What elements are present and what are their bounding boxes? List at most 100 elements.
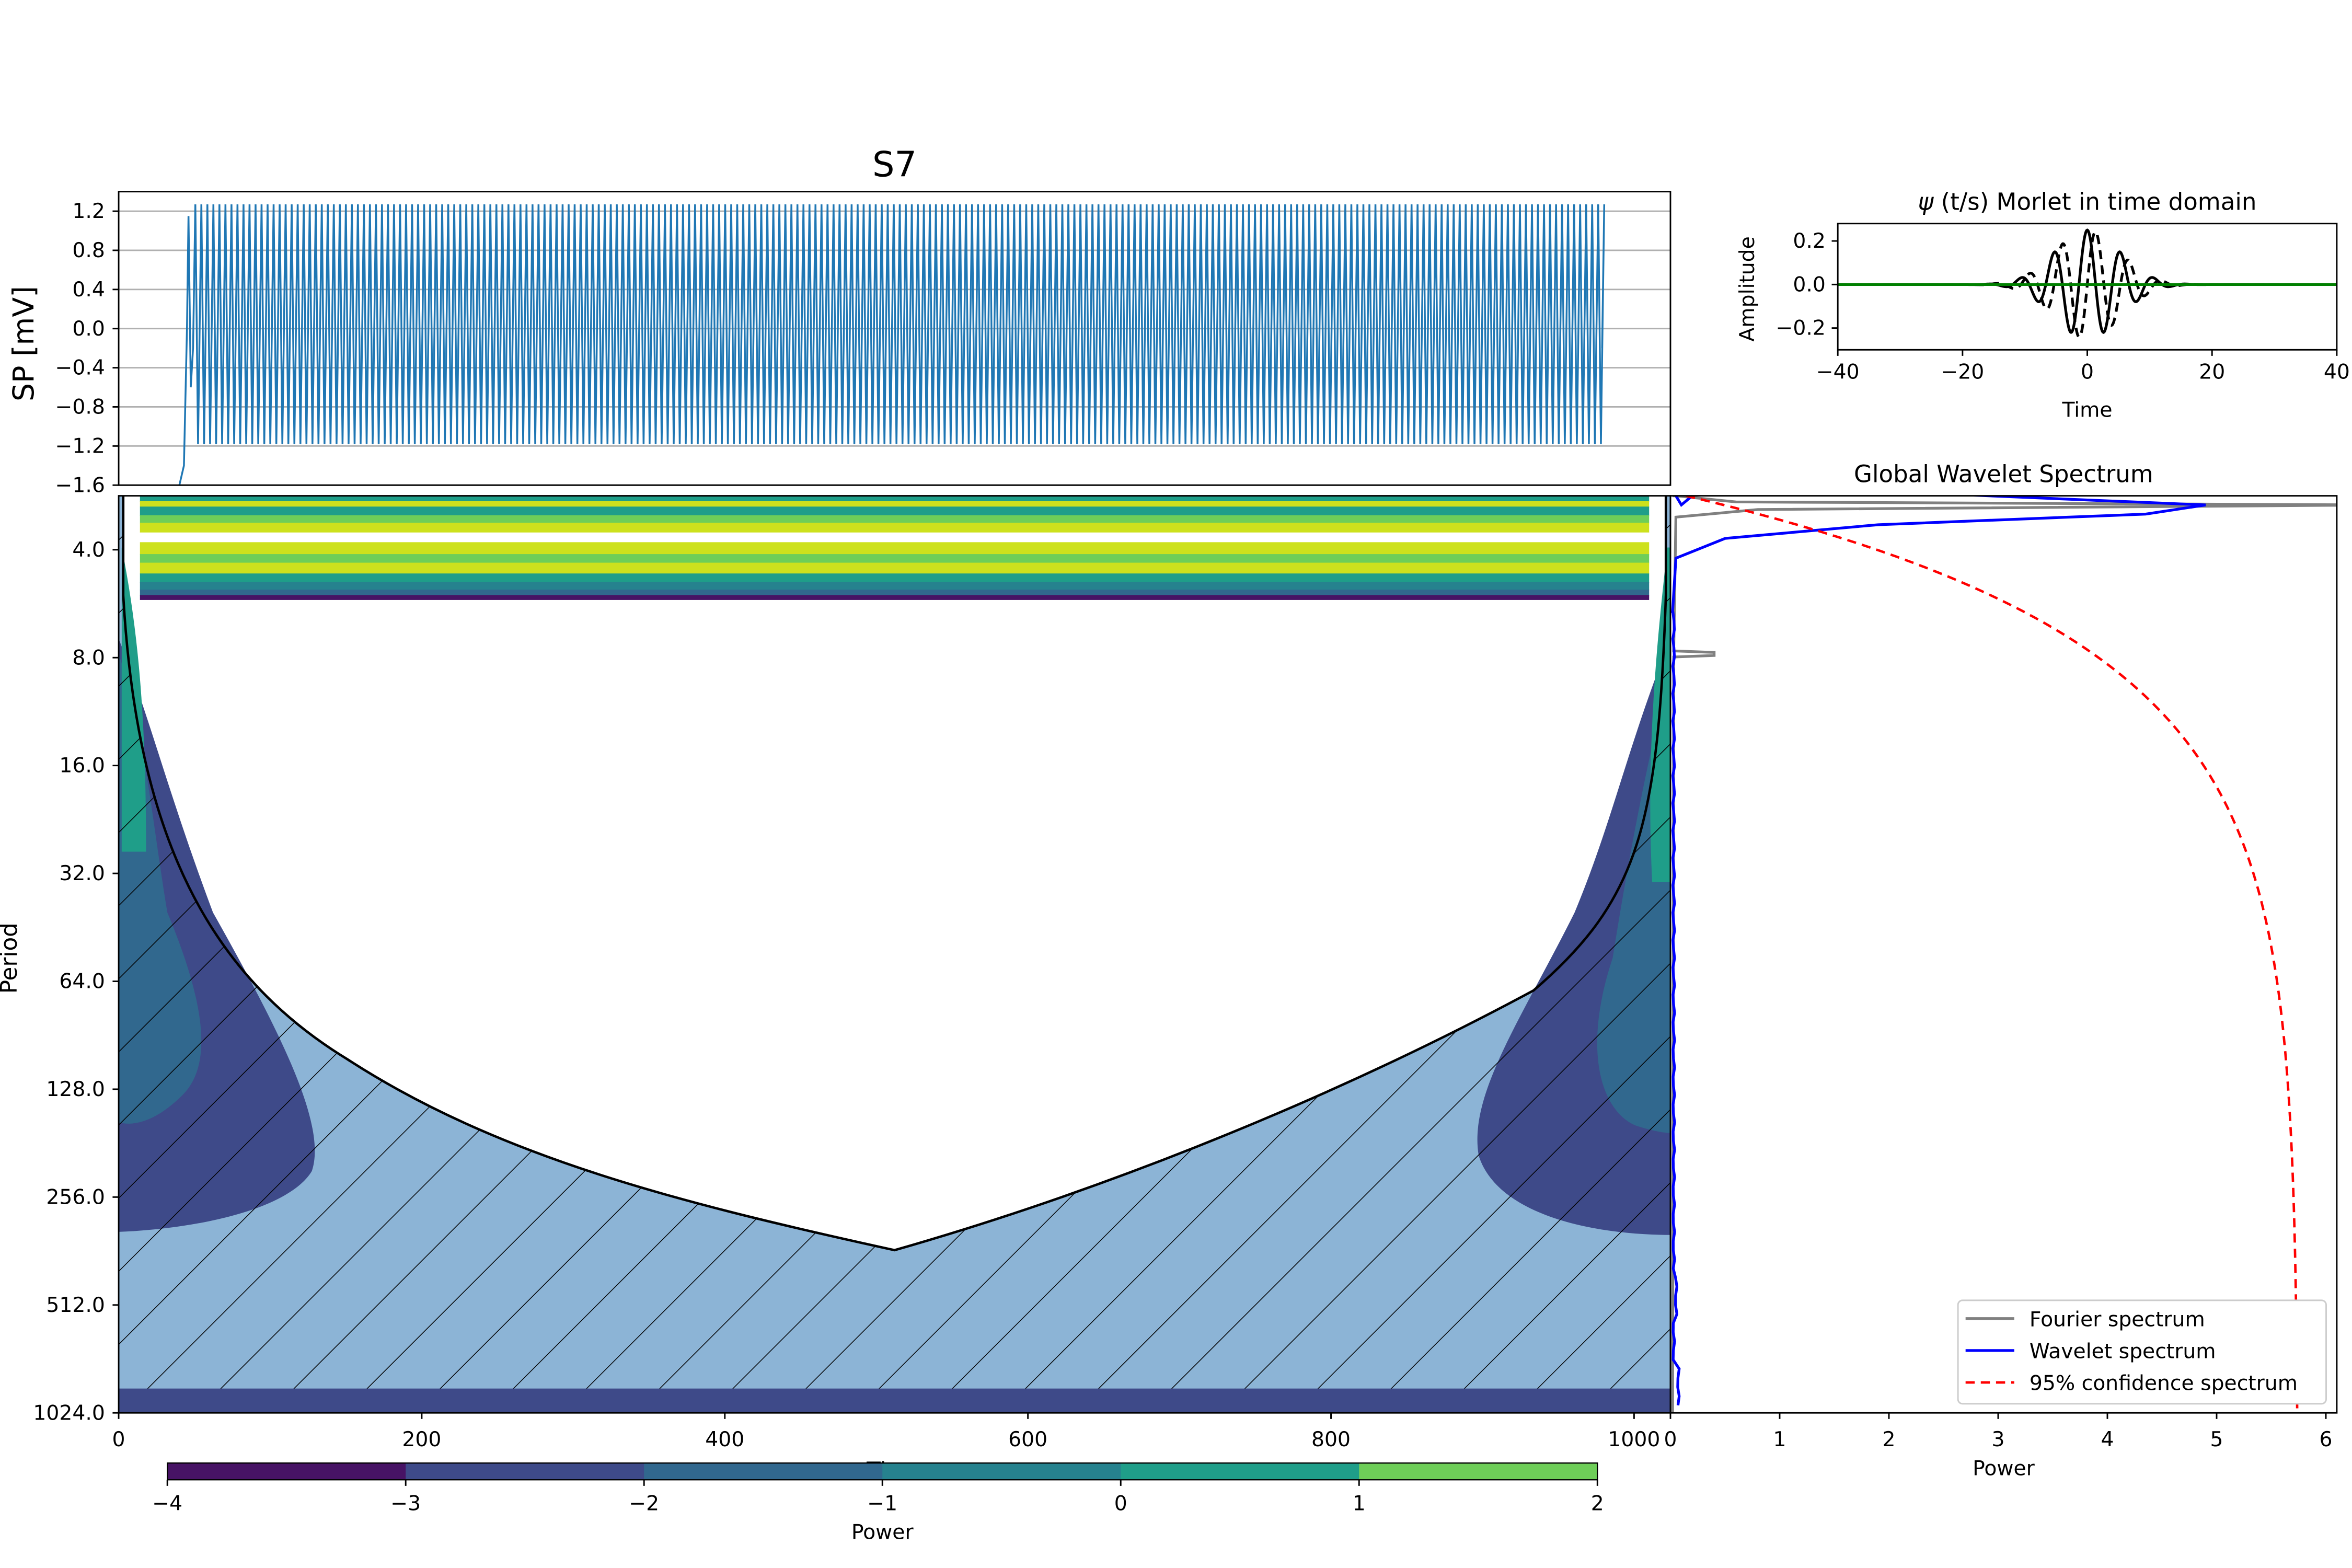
colorbar-swatch [1121, 1463, 1360, 1480]
global-x-label: Power [1973, 1457, 2035, 1481]
global-x-tick-label: 5 [2210, 1428, 2223, 1451]
colorbar-tick-label: 1 [1353, 1492, 1366, 1515]
colorbar-label: Power [851, 1521, 914, 1544]
global-legend: Fourier spectrum Wavelet spectrum 95% co… [1957, 1299, 2327, 1405]
signal-frame [118, 191, 1671, 486]
global-x-tick-label: 1 [1773, 1428, 1786, 1451]
signal-y-tick-label: −1.6 [55, 474, 105, 497]
morlet-panel: ψ (t/s) Morlet in time domain −40 −20 0 20 4… [1736, 188, 2350, 422]
signal-y-tick-label: 1.2 [72, 200, 105, 223]
heatmap-y-ticks: 4.0 8.0 16.0 32.0 64.0 128.0 256.0 512.0 1024.0 [33, 538, 119, 1425]
legend-fourier-label: Fourier spectrum [2030, 1308, 2205, 1331]
colorbar-ticks: −4 −3 −2 −1 0 1 2 [152, 1480, 1604, 1515]
heatmap-bands [140, 495, 1650, 600]
heatmap-x-tick-label: 200 [402, 1428, 441, 1451]
colorbar-tick-label: −1 [867, 1492, 897, 1515]
wavelet-heatmap-panel: 4.08.016.032.064.0128.0256.0512.01024.0 … [0, 495, 1671, 1484]
global-frame [1669, 495, 2338, 1414]
heatmap-x-tick-label: 800 [1311, 1428, 1351, 1451]
colorbar-swatch [167, 1463, 407, 1480]
signal-y-tick-label: −0.8 [55, 396, 105, 419]
colorbar-tick-label: 2 [1591, 1492, 1604, 1515]
signal-y-tick-label: 0.0 [72, 317, 105, 341]
heatmap-x-tick-label: 0 [112, 1428, 125, 1451]
signal-y-tick-label: −1.2 [55, 434, 105, 458]
global-x-tick-label: 6 [2319, 1428, 2332, 1451]
morlet-y-ticks: 0.2 0.0 −0.2 [1776, 229, 1838, 340]
heatmap-band [140, 562, 1650, 574]
wavelet-spectrum-line [1671, 495, 2206, 1406]
heatmap-band [140, 595, 1650, 600]
colorbar-tick-label: 0 [1114, 1492, 1127, 1515]
heatmap-x-tick-label: 1000 [1608, 1428, 1660, 1451]
heatmap-band [140, 501, 1650, 508]
heatmap-band [140, 554, 1650, 563]
morlet-y-label: Amplitude [1736, 236, 1759, 341]
heatmap-band [140, 582, 1650, 591]
morlet-x-tick-label: 0 [2081, 361, 2094, 384]
morlet-x-tick-label: −40 [1816, 361, 1860, 384]
morlet-x-ticks: −40 −20 0 20 40 [1816, 350, 2350, 384]
legend-box [1957, 1299, 2327, 1405]
signal-y-label: SP [mV] [7, 286, 41, 401]
morlet-x-label: Time [2061, 398, 2112, 422]
morlet-y-tick-label: 0.2 [1793, 229, 1825, 253]
heatmap-y-tick-label: 4.0 [72, 538, 105, 562]
morlet-title: ψ (t/s) Morlet in time domain [1918, 188, 2257, 216]
heatmap-y-tick-label: 32.0 [59, 862, 105, 885]
signal-panel: S7 1.2 0.8 0.4 0.0 −0.4 −0.8 −1.2 −1.6 SP [mV] [7, 144, 1671, 497]
global-x-tick-label: 2 [1882, 1428, 1895, 1451]
morlet-x-tick-label: 40 [2324, 361, 2350, 384]
global-x-tick-label: 4 [2101, 1428, 2114, 1451]
colorbar-tick-label: −4 [152, 1492, 182, 1515]
heatmap-band [140, 515, 1650, 524]
colorbar-swatches [167, 1463, 1598, 1480]
global-spectrum-panel: Global Wavelet Spectrum 0 1 2 3 4 5 6 Power Fo… [1664, 460, 2338, 1481]
global-title: Global Wavelet Spectrum [1854, 460, 2153, 488]
cone-of-influence-line [122, 495, 1667, 1252]
morlet-title-symbol: ψ [1918, 188, 1934, 216]
heatmap-y-tick-label: 256.0 [46, 1185, 105, 1209]
heatmap-y-tick-label: 64.0 [59, 970, 105, 994]
heatmap-band [140, 532, 1650, 543]
signal-title: S7 [872, 144, 917, 185]
heatmap-x-tick-label: 600 [1008, 1428, 1047, 1451]
heatmap-bottom-band [119, 1388, 1670, 1413]
colorbar-swatch [1359, 1463, 1598, 1480]
heatmap-y-tick-label: 512.0 [46, 1294, 105, 1317]
signal-y-ticks: 1.2 0.8 0.4 0.0 −0.4 −0.8 −1.2 −1.6 [55, 200, 119, 497]
colorbar-swatch [406, 1463, 645, 1480]
confidence-spectrum-line [1686, 495, 2299, 1409]
heatmap-band [140, 573, 1650, 583]
morlet-x-tick-label: −20 [1941, 361, 1984, 384]
legend-confidence-label: 95% confidence spectrum [2030, 1372, 2298, 1396]
heatmap-x-tick-label: 400 [705, 1428, 744, 1451]
heatmap-x-ticks: 0 200 400 600 800 1000 [112, 1413, 1660, 1451]
fourier-spectrum-line [1671, 495, 2337, 1413]
signal-y-tick-label: 0.4 [72, 278, 105, 302]
global-x-tick-label: 0 [1664, 1428, 1677, 1451]
heatmap-y-tick-label: 8.0 [72, 646, 105, 670]
cone-of-influence-hatch [119, 495, 1670, 1413]
colorbar-tick-label: −2 [629, 1492, 659, 1515]
global-x-tick-label: 3 [1991, 1428, 2004, 1451]
heatmap-band [140, 590, 1650, 596]
morlet-y-tick-label: −0.2 [1776, 317, 1826, 340]
heatmap-band [140, 506, 1650, 516]
signal-y-tick-label: 0.8 [72, 239, 105, 262]
colorbar-swatch [644, 1463, 883, 1480]
heatmap-band [140, 542, 1650, 555]
global-x-ticks: 0 1 2 3 4 5 6 [1664, 1413, 2332, 1451]
morlet-y-tick-label: 0.0 [1793, 273, 1825, 296]
heatmap-y-tick-label: 16.0 [59, 754, 105, 778]
heatmap-y-tick-label: 1024.0 [33, 1401, 105, 1425]
heatmap-y-tick-label: 128.0 [46, 1078, 105, 1101]
signal-line [178, 204, 1606, 486]
heatmap-band [140, 495, 1650, 502]
heatmap-band [140, 523, 1650, 533]
colorbar-tick-label: −3 [390, 1492, 421, 1515]
colorbar-swatch [882, 1463, 1122, 1480]
morlet-title-text: (t/s) Morlet in time domain [1933, 188, 2256, 216]
colorbar: −4 −3 −2 −1 0 1 2 Power [152, 1462, 1604, 1544]
